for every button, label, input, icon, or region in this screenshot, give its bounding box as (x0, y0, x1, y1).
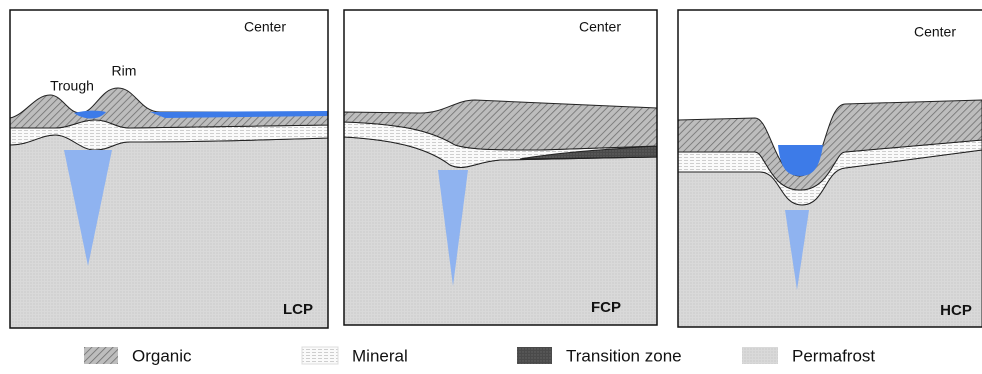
legend-label: Permafrost (792, 346, 875, 365)
panel-fcp (344, 100, 657, 330)
legend-swatch (84, 347, 118, 364)
legend-label: Organic (132, 346, 192, 365)
legend-swatch (302, 347, 338, 364)
panel-hcp (678, 100, 982, 330)
center-label: Center (579, 19, 621, 35)
rim-label: Rim (112, 63, 137, 79)
page: {"panels": [ {"center": "Center", "annot… (0, 0, 982, 374)
trough-label: Trough (50, 78, 94, 94)
panel-name: FCP (591, 299, 621, 316)
diagram: Center Trough Rim LCP Center FCP Center … (0, 0, 982, 374)
legend-label: Transition zone (566, 346, 682, 365)
panel-lcp (10, 88, 328, 330)
legend-swatch (517, 347, 552, 364)
panel-name: HCP (940, 302, 972, 319)
center-label: Center (244, 19, 286, 35)
legend-swatch (742, 347, 778, 364)
legend-label: Mineral (352, 346, 408, 365)
center-label: Center (914, 24, 956, 40)
panel-name: LCP (283, 301, 313, 318)
